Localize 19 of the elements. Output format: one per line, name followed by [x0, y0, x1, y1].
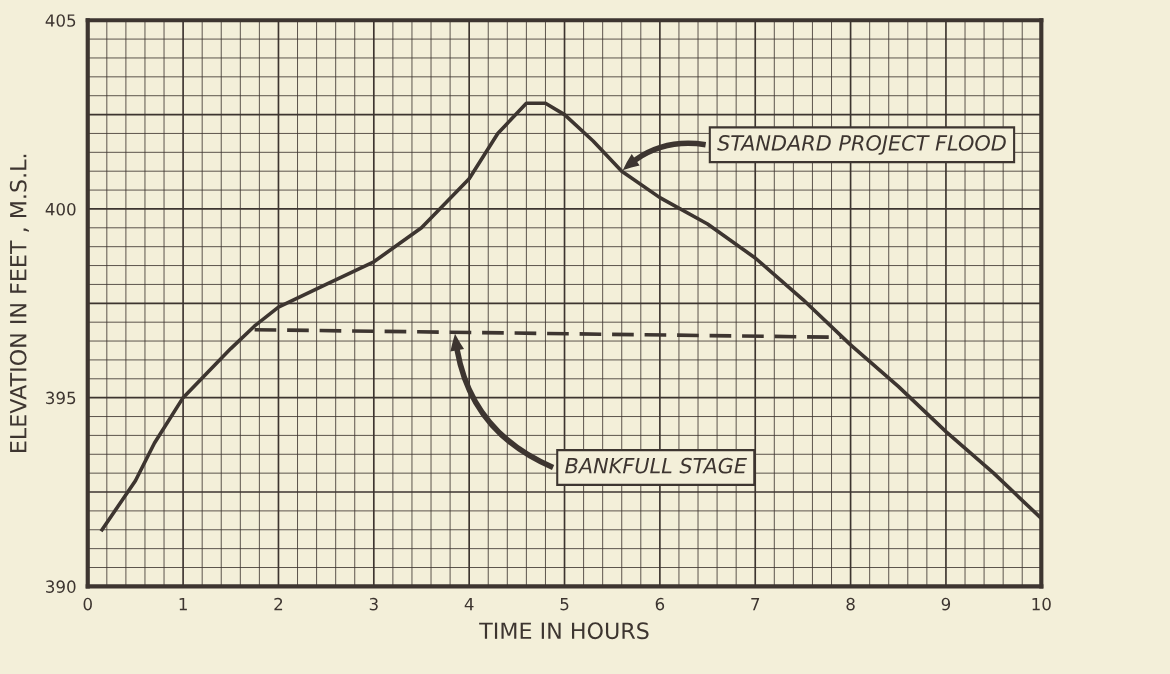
x-tick-label: 7: [751, 598, 760, 611]
legend-label: STANDARD PROJECT FLOOD: [717, 135, 1006, 155]
x-tick-label: 3: [369, 597, 378, 611]
x-tick-label: 10: [1032, 597, 1051, 611]
y-tick-label: 400: [45, 202, 76, 216]
x-tick-label: 5: [560, 598, 569, 611]
y-axis-title: ELEVATION IN FEET , M.S.L.: [9, 154, 29, 452]
x-tick-label: 9: [941, 597, 951, 611]
x-tick-label: 0: [83, 597, 92, 611]
x-tick-label: 4: [464, 598, 474, 611]
y-tick-label: 405: [45, 14, 76, 27]
text: BANKFULL STAGE: [565, 457, 747, 474]
y-tick-label: 390: [46, 580, 76, 593]
x-tick-label: 6: [655, 597, 665, 611]
x-axis-title: TIME IN HOURS: [479, 622, 649, 640]
x-tick-label: 1: [179, 598, 187, 611]
x-tick-label: 8: [846, 597, 855, 611]
y-tick-label: 395: [46, 391, 76, 405]
x-tick-label: 2: [274, 597, 283, 611]
